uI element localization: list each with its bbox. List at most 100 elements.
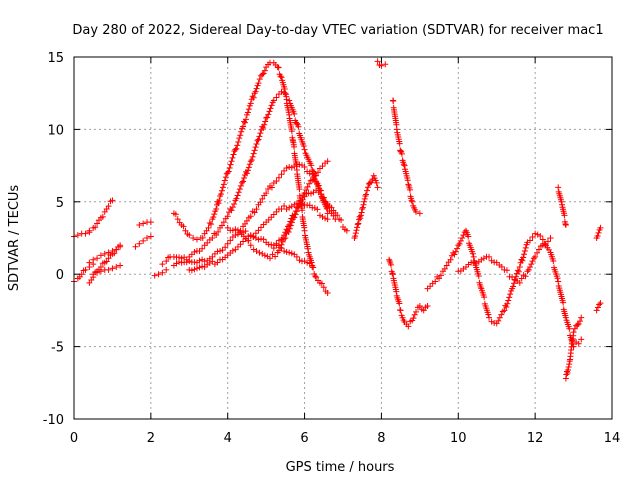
data-point [105, 266, 112, 273]
data-point [244, 109, 251, 116]
data-point [191, 266, 198, 273]
data-point [499, 308, 506, 315]
data-point [396, 300, 403, 307]
data-point [514, 267, 521, 274]
data-point [334, 212, 341, 219]
data-point [243, 217, 250, 224]
data-point [226, 165, 233, 172]
data-point [193, 265, 200, 272]
data-point [113, 263, 120, 270]
data-point [206, 219, 213, 226]
data-point [408, 197, 415, 204]
data-point [436, 275, 443, 282]
data-point [529, 258, 536, 265]
data-point [224, 213, 231, 220]
data-point [264, 114, 271, 121]
data-point [496, 314, 503, 321]
data-point [249, 153, 256, 160]
data-point [163, 266, 170, 273]
data-point [571, 325, 578, 332]
data-point [316, 212, 323, 219]
data-point [183, 259, 190, 266]
data-point [368, 179, 375, 186]
data-point [229, 154, 236, 161]
data-point [452, 248, 459, 255]
data-point [186, 232, 193, 239]
data-point [283, 206, 290, 213]
series-arc-r [351, 172, 381, 241]
data-point [503, 267, 510, 274]
data-point [575, 340, 582, 347]
data-point [190, 235, 197, 241]
data-points [71, 58, 604, 382]
data-point [288, 250, 295, 257]
data-point [534, 231, 541, 238]
data-point [397, 148, 404, 155]
data-point [103, 258, 110, 265]
data-point [596, 301, 603, 308]
data-point [293, 253, 300, 260]
data-point [400, 161, 407, 168]
data-point [413, 208, 420, 215]
data-point [296, 186, 303, 193]
data-point [288, 219, 295, 226]
data-point [555, 278, 562, 285]
data-point [286, 97, 293, 104]
data-point [416, 303, 423, 310]
data-point [405, 181, 412, 188]
data-point [82, 266, 89, 273]
series-arc-g [136, 219, 154, 228]
data-point [521, 248, 528, 255]
x-tick-label: 0 [70, 431, 78, 446]
data-point [301, 146, 308, 153]
data-point [90, 271, 97, 278]
data-point [178, 255, 185, 262]
data-point [389, 270, 396, 277]
data-point [260, 70, 267, 77]
y-tick-label: 5 [56, 196, 64, 211]
data-point [191, 248, 198, 255]
data-point [291, 214, 298, 221]
data-point [204, 239, 211, 246]
data-point [291, 201, 298, 208]
series-arc-y [562, 314, 585, 382]
data-point [352, 233, 359, 240]
data-point [181, 254, 188, 261]
series-arc-z [593, 300, 604, 314]
data-point [507, 291, 514, 298]
data-point [232, 232, 239, 239]
data-point [242, 116, 249, 123]
series-arc-q [236, 187, 350, 262]
data-point [172, 211, 179, 218]
data-point [304, 259, 311, 266]
data-point [221, 177, 228, 184]
data-point [448, 252, 455, 259]
data-point [270, 97, 277, 104]
data-point [241, 174, 248, 181]
data-point [174, 216, 181, 223]
data-point [501, 307, 508, 314]
y-tick-label: -5 [51, 341, 64, 356]
data-point [322, 215, 329, 222]
data-point [288, 164, 295, 171]
data-point [250, 150, 257, 157]
data-point [469, 250, 476, 257]
data-point [232, 246, 239, 253]
data-point [209, 235, 216, 241]
data-point [529, 234, 536, 241]
data-point [180, 223, 187, 230]
data-point [240, 178, 247, 185]
data-point [220, 219, 227, 226]
data-point [173, 260, 180, 267]
data-point [229, 247, 236, 254]
data-point [354, 224, 361, 231]
plot-frame [73, 56, 613, 420]
data-point [109, 197, 116, 204]
data-point [593, 307, 600, 314]
data-point [413, 308, 420, 315]
data-point [281, 89, 288, 96]
data-point [234, 192, 241, 199]
x-tick-label: 8 [377, 431, 385, 446]
data-point [260, 124, 267, 131]
data-point [228, 207, 235, 214]
